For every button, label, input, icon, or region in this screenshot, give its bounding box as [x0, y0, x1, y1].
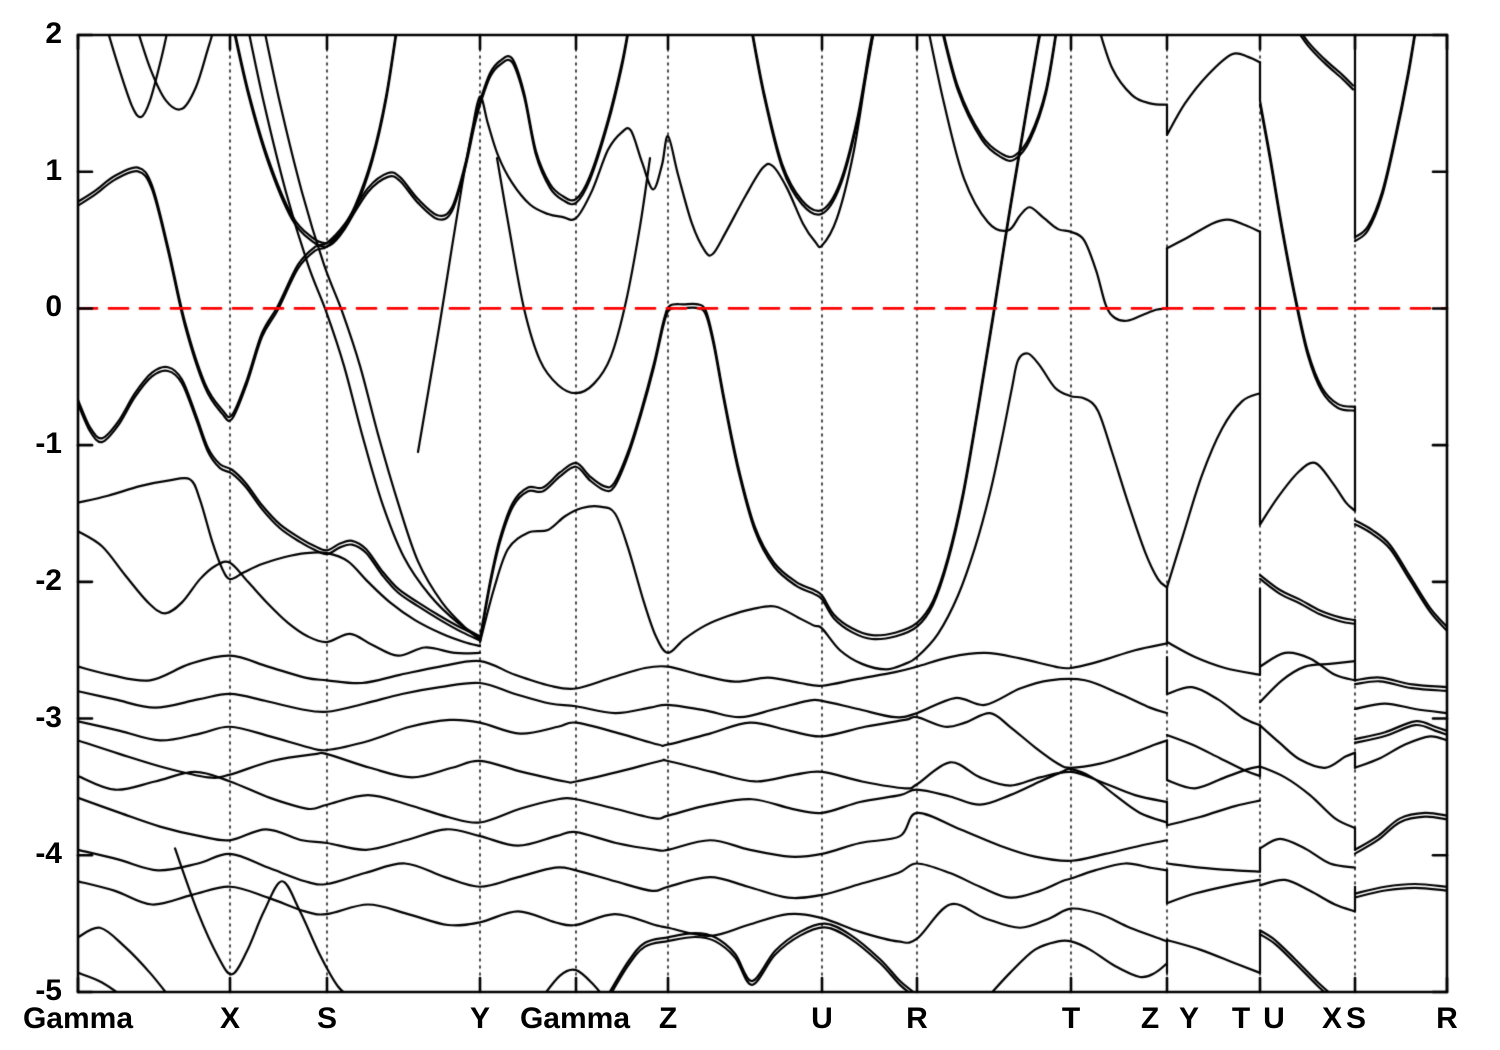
x-axis-tick-label: T [1061, 1002, 1081, 1035]
y-axis-tick-label: 0 [45, 290, 62, 324]
x-axis-tick-label: S [1345, 1002, 1367, 1035]
x-axis-tick-label: X [1321, 1002, 1343, 1035]
y-axis-tick-label: -2 [35, 563, 62, 597]
y-axis-tick-label: -5 [35, 974, 62, 1007]
y-axis-tick-label: 2 [45, 17, 62, 50]
x-axis-tick-label: X [219, 1002, 241, 1035]
x-axis-tick-label: T [1231, 1002, 1251, 1035]
x-axis-tick-label: Y [469, 1002, 491, 1035]
x-axis-tick-label: Gamma [22, 1002, 134, 1035]
y-axis-tick-label: -3 [35, 700, 62, 734]
x-axis-tick-label: R [1436, 1002, 1458, 1035]
x-axis-tick-label: Gamma [519, 1002, 631, 1035]
x-axis-tick-label: Z [1140, 1002, 1160, 1035]
x-axis-tick-label: U [811, 1002, 833, 1035]
x-axis-tick-label: U [1263, 1002, 1285, 1035]
x-axis-tick-label: S [316, 1002, 338, 1035]
y-axis-tick-label: -4 [35, 837, 62, 871]
y-axis-tick-label: -1 [35, 427, 62, 461]
x-axis-tick-label: Z [658, 1002, 678, 1035]
x-axis-tick-label: R [906, 1002, 928, 1035]
x-axis-tick-label: Y [1178, 1002, 1200, 1035]
y-axis-tick-label: 1 [45, 153, 62, 187]
